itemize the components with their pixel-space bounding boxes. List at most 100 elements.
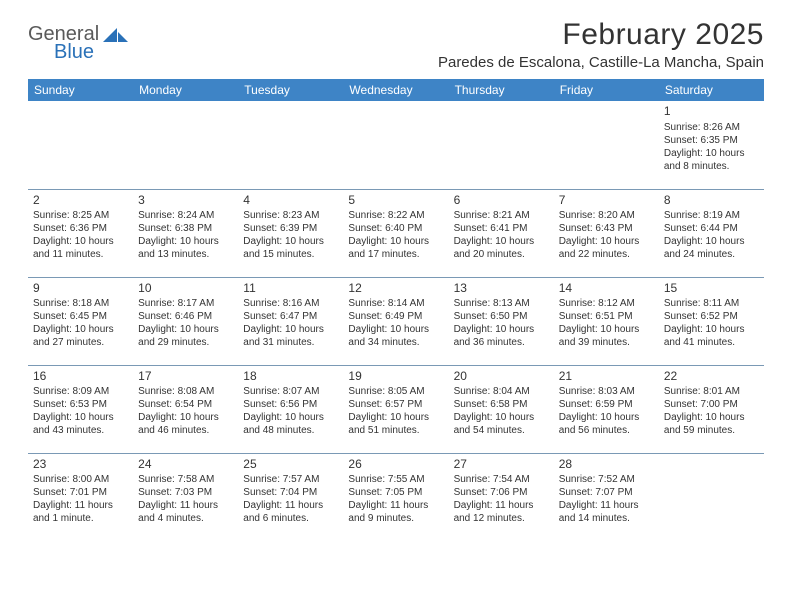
calendar-day-cell: 25Sunrise: 7:57 AMSunset: 7:04 PMDayligh…: [238, 453, 343, 541]
daylight-text: and 56 minutes.: [559, 424, 654, 437]
calendar-day-cell: 1Sunrise: 8:26 AMSunset: 6:35 PMDaylight…: [659, 101, 764, 189]
daylight-text: Daylight: 10 hours: [243, 235, 338, 248]
daylight-text: and 13 minutes.: [138, 248, 233, 261]
calendar-day-cell: 11Sunrise: 8:16 AMSunset: 6:47 PMDayligh…: [238, 277, 343, 365]
calendar-empty-cell: [343, 101, 448, 189]
sunrise-text: Sunrise: 8:12 AM: [559, 297, 654, 310]
daylight-text: and 29 minutes.: [138, 336, 233, 349]
calendar-empty-cell: [554, 101, 659, 189]
sunrise-text: Sunrise: 7:52 AM: [559, 473, 654, 486]
weekday-header: Saturday: [659, 79, 764, 101]
sunset-text: Sunset: 6:51 PM: [559, 310, 654, 323]
day-number: 18: [243, 369, 338, 385]
day-number: 6: [454, 193, 549, 209]
sunset-text: Sunset: 6:36 PM: [33, 222, 128, 235]
sunrise-text: Sunrise: 8:17 AM: [138, 297, 233, 310]
daylight-text: and 1 minute.: [33, 512, 128, 525]
calendar-week-row: 1Sunrise: 8:26 AMSunset: 6:35 PMDaylight…: [28, 101, 764, 189]
sunrise-text: Sunrise: 8:14 AM: [348, 297, 443, 310]
sunrise-text: Sunrise: 8:25 AM: [33, 209, 128, 222]
sunrise-text: Sunrise: 8:16 AM: [243, 297, 338, 310]
calendar-day-cell: 10Sunrise: 8:17 AMSunset: 6:46 PMDayligh…: [133, 277, 238, 365]
daylight-text: Daylight: 10 hours: [243, 323, 338, 336]
calendar-day-cell: 14Sunrise: 8:12 AMSunset: 6:51 PMDayligh…: [554, 277, 659, 365]
calendar-day-cell: 9Sunrise: 8:18 AMSunset: 6:45 PMDaylight…: [28, 277, 133, 365]
sunset-text: Sunset: 6:56 PM: [243, 398, 338, 411]
daylight-text: Daylight: 11 hours: [454, 499, 549, 512]
daylight-text: Daylight: 10 hours: [664, 147, 759, 160]
sunrise-text: Sunrise: 8:26 AM: [664, 121, 759, 134]
daylight-text: and 46 minutes.: [138, 424, 233, 437]
day-number: 17: [138, 369, 233, 385]
daylight-text: and 41 minutes.: [664, 336, 759, 349]
sunset-text: Sunset: 6:50 PM: [454, 310, 549, 323]
calendar-day-cell: 3Sunrise: 8:24 AMSunset: 6:38 PMDaylight…: [133, 189, 238, 277]
daylight-text: Daylight: 11 hours: [33, 499, 128, 512]
sunset-text: Sunset: 7:00 PM: [664, 398, 759, 411]
daylight-text: Daylight: 10 hours: [138, 235, 233, 248]
calendar-empty-cell: [659, 453, 764, 541]
daylight-text: Daylight: 10 hours: [454, 323, 549, 336]
sunset-text: Sunset: 6:40 PM: [348, 222, 443, 235]
calendar-week-row: 9Sunrise: 8:18 AMSunset: 6:45 PMDaylight…: [28, 277, 764, 365]
day-number: 11: [243, 281, 338, 297]
day-number: 9: [33, 281, 128, 297]
sunset-text: Sunset: 7:05 PM: [348, 486, 443, 499]
sunset-text: Sunset: 6:57 PM: [348, 398, 443, 411]
day-number: 8: [664, 193, 759, 209]
daylight-text: and 4 minutes.: [138, 512, 233, 525]
day-number: 14: [559, 281, 654, 297]
daylight-text: and 27 minutes.: [33, 336, 128, 349]
daylight-text: Daylight: 11 hours: [559, 499, 654, 512]
daylight-text: Daylight: 10 hours: [243, 411, 338, 424]
daylight-text: and 31 minutes.: [243, 336, 338, 349]
daylight-text: Daylight: 11 hours: [243, 499, 338, 512]
daylight-text: and 54 minutes.: [454, 424, 549, 437]
daylight-text: Daylight: 11 hours: [348, 499, 443, 512]
daylight-text: and 34 minutes.: [348, 336, 443, 349]
daylight-text: and 8 minutes.: [664, 160, 759, 173]
sunset-text: Sunset: 6:58 PM: [454, 398, 549, 411]
calendar-day-cell: 5Sunrise: 8:22 AMSunset: 6:40 PMDaylight…: [343, 189, 448, 277]
sunset-text: Sunset: 7:03 PM: [138, 486, 233, 499]
daylight-text: and 24 minutes.: [664, 248, 759, 261]
sunset-text: Sunset: 6:38 PM: [138, 222, 233, 235]
calendar-day-cell: 15Sunrise: 8:11 AMSunset: 6:52 PMDayligh…: [659, 277, 764, 365]
calendar-day-cell: 22Sunrise: 8:01 AMSunset: 7:00 PMDayligh…: [659, 365, 764, 453]
sunset-text: Sunset: 6:41 PM: [454, 222, 549, 235]
daylight-text: and 11 minutes.: [33, 248, 128, 261]
weekday-header-row: Sunday Monday Tuesday Wednesday Thursday…: [28, 79, 764, 101]
daylight-text: Daylight: 11 hours: [138, 499, 233, 512]
calendar-day-cell: 21Sunrise: 8:03 AMSunset: 6:59 PMDayligh…: [554, 365, 659, 453]
calendar-day-cell: 27Sunrise: 7:54 AMSunset: 7:06 PMDayligh…: [449, 453, 554, 541]
day-number: 28: [559, 457, 654, 473]
page-header: General Blue February 2025 Paredes de Es…: [28, 18, 764, 71]
sunset-text: Sunset: 6:52 PM: [664, 310, 759, 323]
daylight-text: and 9 minutes.: [348, 512, 443, 525]
calendar-day-cell: 19Sunrise: 8:05 AMSunset: 6:57 PMDayligh…: [343, 365, 448, 453]
day-number: 24: [138, 457, 233, 473]
sunset-text: Sunset: 6:54 PM: [138, 398, 233, 411]
sunrise-text: Sunrise: 8:11 AM: [664, 297, 759, 310]
title-block: February 2025 Paredes de Escalona, Casti…: [438, 18, 764, 71]
month-title: February 2025: [438, 18, 764, 52]
daylight-text: Daylight: 10 hours: [138, 411, 233, 424]
daylight-text: and 17 minutes.: [348, 248, 443, 261]
daylight-text: Daylight: 10 hours: [559, 411, 654, 424]
daylight-text: and 51 minutes.: [348, 424, 443, 437]
sunrise-text: Sunrise: 8:18 AM: [33, 297, 128, 310]
day-number: 26: [348, 457, 443, 473]
calendar-empty-cell: [449, 101, 554, 189]
day-number: 15: [664, 281, 759, 297]
day-number: 1: [664, 104, 759, 120]
sunset-text: Sunset: 7:07 PM: [559, 486, 654, 499]
daylight-text: and 6 minutes.: [243, 512, 338, 525]
daylight-text: and 22 minutes.: [559, 248, 654, 261]
sunset-text: Sunset: 6:49 PM: [348, 310, 443, 323]
day-number: 21: [559, 369, 654, 385]
calendar-day-cell: 18Sunrise: 8:07 AMSunset: 6:56 PMDayligh…: [238, 365, 343, 453]
brand-triangle-icon: [103, 28, 129, 46]
calendar-day-cell: 6Sunrise: 8:21 AMSunset: 6:41 PMDaylight…: [449, 189, 554, 277]
day-number: 5: [348, 193, 443, 209]
brand-logo: General Blue: [28, 18, 129, 62]
